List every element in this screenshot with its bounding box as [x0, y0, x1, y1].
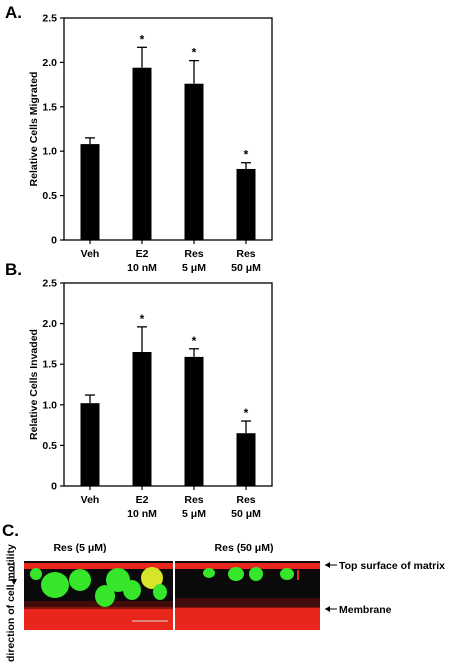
y-tick-label: 2.0 [42, 57, 57, 69]
cell [95, 585, 115, 607]
y-tick-label: 2.5 [42, 13, 57, 25]
cell [228, 567, 244, 581]
significance-marker: * [140, 312, 145, 326]
plot-frame [63, 282, 273, 487]
significance-marker: * [140, 32, 145, 46]
bar [132, 67, 152, 240]
left-image-title: Res (5 μM) [53, 542, 106, 554]
direction-arrow [11, 562, 17, 585]
micrograph-panel: direction of cell motility Res (5 μM) Re… [5, 542, 445, 662]
y-tick-label: 1.0 [42, 146, 57, 158]
y-tick-label: 2.0 [42, 318, 57, 330]
annotation-top: Top surface of matrix [339, 560, 445, 572]
plot-frame [63, 17, 273, 241]
x-tick-label: Veh [81, 248, 100, 260]
bar [184, 356, 204, 486]
x-tick-label-line2: 50 μM [231, 262, 261, 274]
x-tick-label-line2: 10 nM [127, 508, 157, 520]
y-tick-label: 0 [51, 481, 57, 493]
x-tick-label-line2: 10 nM [127, 262, 157, 274]
cell [153, 584, 167, 600]
panel-a-label: A. [5, 3, 22, 22]
bar [80, 403, 100, 486]
x-tick-label-line2: 50 μM [231, 508, 261, 520]
direction-label: direction of cell motility [5, 544, 17, 662]
panel-c-label: C. [2, 521, 19, 540]
annotation-top-arrow [325, 562, 337, 568]
y-tick-label: 0 [51, 235, 57, 247]
annotation-bottom: Membrane [339, 604, 392, 616]
significance-marker: * [192, 334, 197, 348]
panel-b-label: B. [5, 260, 22, 279]
bar [80, 144, 100, 240]
bar [132, 352, 152, 486]
right-image-title: Res (50 μM) [215, 542, 274, 554]
micrograph-left [24, 561, 173, 630]
cell [69, 569, 91, 591]
y-tick-label: 1.0 [42, 399, 57, 411]
bar [236, 168, 256, 240]
cell [41, 572, 69, 598]
bar [184, 83, 204, 240]
significance-marker: * [244, 148, 249, 162]
x-tick-label: Veh [81, 494, 100, 506]
y-tick-label: 0.5 [42, 190, 57, 202]
x-tick-label: Res [236, 248, 255, 260]
y-tick-label: 1.5 [42, 101, 57, 113]
significance-marker: * [192, 46, 197, 60]
chart-b: 0 0.5 1.0 1.5 2.0 2.5 Relative Cells Invaded Ve… [28, 278, 273, 520]
cell [30, 568, 42, 580]
x-tick-label: E2 [136, 494, 149, 506]
annotation-bottom-arrow [325, 606, 337, 612]
x-tick-label: Res [236, 494, 255, 506]
chart-a: 0 0.5 1.0 1.5 2.0 2.5 Relative Cells Migrated V… [28, 13, 273, 274]
cell [280, 568, 294, 580]
cell [123, 580, 141, 600]
x-tick-label: Res [184, 248, 203, 260]
x-tick-label: Res [184, 494, 203, 506]
significance-marker: * [244, 406, 249, 420]
y-tick-label: 0.5 [42, 440, 57, 452]
x-tick-label-line2: 5 μM [182, 508, 206, 520]
bar [236, 433, 256, 486]
cell [249, 567, 263, 581]
x-tick-label: E2 [136, 248, 149, 260]
y-axis-label: Relative Cells Invaded [28, 329, 40, 440]
y-tick-label: 2.5 [42, 278, 57, 290]
cell [203, 568, 215, 578]
x-tick-label-line2: 5 μM [182, 262, 206, 274]
micrograph-right [175, 561, 320, 630]
y-axis-label: Relative Cells Migrated [28, 72, 40, 187]
cell [141, 567, 163, 589]
y-tick-label: 1.5 [42, 359, 57, 371]
